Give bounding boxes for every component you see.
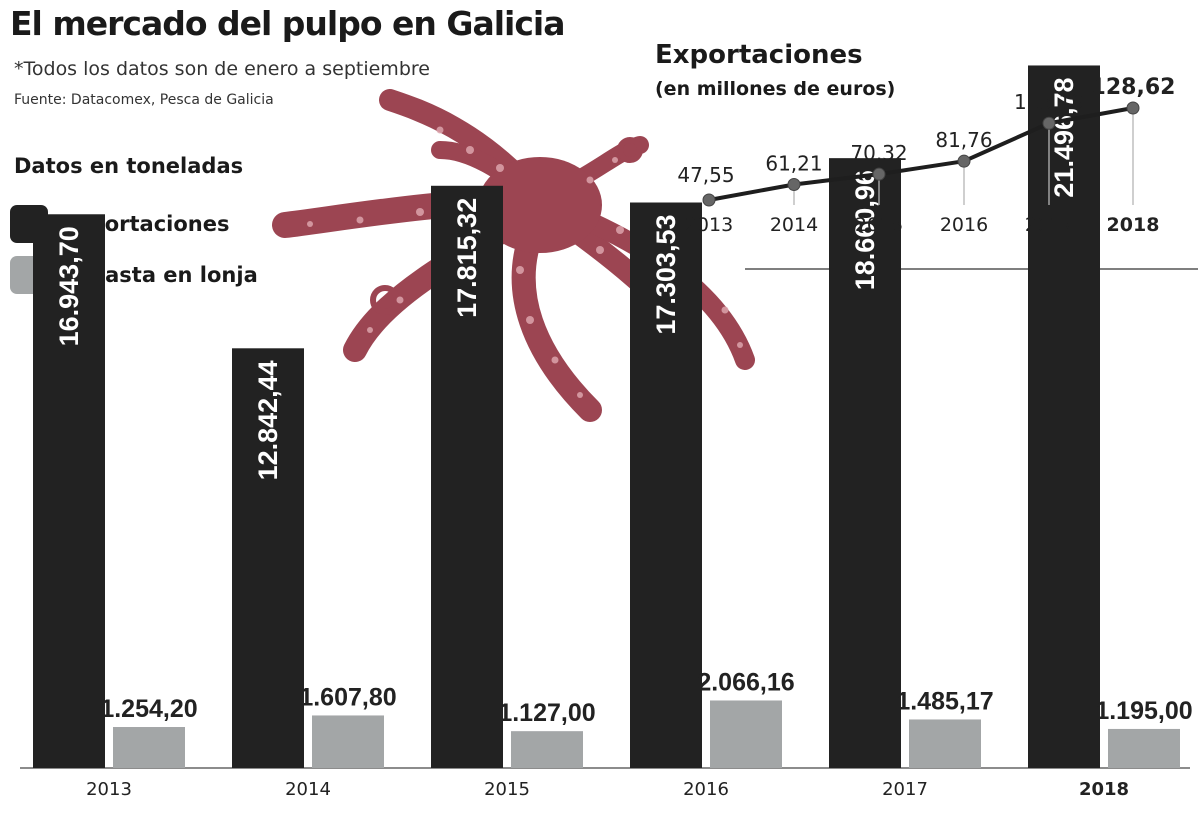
bar-label-auction-2014: 1.607,80 — [299, 683, 396, 711]
bar-imports-2013 — [33, 214, 105, 769]
exports-line — [708, 106, 1134, 202]
bar-imports-2014 — [232, 348, 304, 768]
bar-label-imports-2016: 17.303,53 — [651, 215, 681, 335]
exports-x-tick-2015: 2015 — [855, 214, 903, 236]
point-exports-2018 — [1126, 101, 1140, 115]
bar-label-auction-2016: 2.066,16 — [697, 668, 794, 696]
point-exports-2015 — [872, 167, 886, 181]
bar-imports-2017 — [829, 158, 901, 769]
value-label-exports-2015: 70,32 — [850, 141, 907, 165]
value-label-exports-2016: 81,76 — [935, 128, 992, 152]
x-tick-2018: 2018 — [1079, 779, 1129, 800]
bar-imports-2018 — [1028, 65, 1100, 769]
x-tick-2015: 2015 — [484, 779, 530, 800]
bar-auction-2018 — [1108, 728, 1180, 768]
bar-label-auction-2013: 1.254,20 — [100, 695, 197, 723]
point-exports-2016 — [957, 154, 971, 168]
x-tick-2016: 2016 — [683, 779, 729, 800]
bar-label-imports-2015: 17.815,32 — [452, 198, 482, 318]
bar-auction-2014 — [312, 715, 384, 768]
exports-x-tick-2017: 2017 — [1025, 214, 1073, 236]
units-label: Datos en toneladas — [14, 154, 244, 178]
point-exports-2013 — [702, 193, 716, 207]
exports-title: Exportaciones — [655, 40, 863, 70]
value-label-exports-2014: 61,21 — [765, 151, 822, 175]
bar-imports-2015 — [431, 185, 503, 769]
source-note: Fuente: Datacomex, Pesca de Galicia — [14, 92, 274, 108]
exports-x-tick-2013: 2013 — [685, 214, 733, 236]
bar-auction-2017 — [909, 719, 981, 768]
bar-auction-2015 — [511, 731, 583, 768]
bar-auction-2013 — [113, 727, 185, 768]
bar-auction-2016 — [710, 700, 782, 768]
value-label-exports-2017: 115,19 — [1014, 90, 1084, 114]
value-label-exports-2018: 128,62 — [1091, 75, 1176, 100]
exports-x-tick-2016: 2016 — [940, 214, 988, 236]
bar-label-auction-2015: 1.127,00 — [498, 699, 595, 727]
bar-label-imports-2013: 16.943,70 — [54, 226, 84, 346]
bar-label-imports-2017: 18.660,96 — [850, 170, 880, 290]
bar-label-imports-2014: 12.842,44 — [253, 360, 283, 480]
exports-x-tick-2018: 2018 — [1107, 214, 1160, 236]
x-tick-2014: 2014 — [285, 779, 331, 800]
bar-imports-2016 — [630, 202, 702, 768]
exports-subtitle: (en millones de euros) — [655, 78, 896, 100]
x-tick-2017: 2017 — [882, 779, 928, 800]
bar-label-auction-2018: 1.195,00 — [1095, 697, 1192, 725]
value-label-exports-2013: 47,55 — [677, 163, 734, 187]
bar-label-imports-2018: 21.496,78 — [1049, 77, 1079, 197]
point-exports-2014 — [787, 177, 801, 191]
bar-label-auction-2017: 1.485,17 — [896, 687, 993, 715]
period-note: *Todos los datos son de enero a septiemb… — [14, 58, 430, 80]
x-tick-2013: 2013 — [86, 779, 132, 800]
exports-x-tick-2014: 2014 — [770, 214, 818, 236]
point-exports-2017 — [1042, 116, 1056, 130]
page-title: El mercado del pulpo en Galicia — [10, 4, 565, 43]
